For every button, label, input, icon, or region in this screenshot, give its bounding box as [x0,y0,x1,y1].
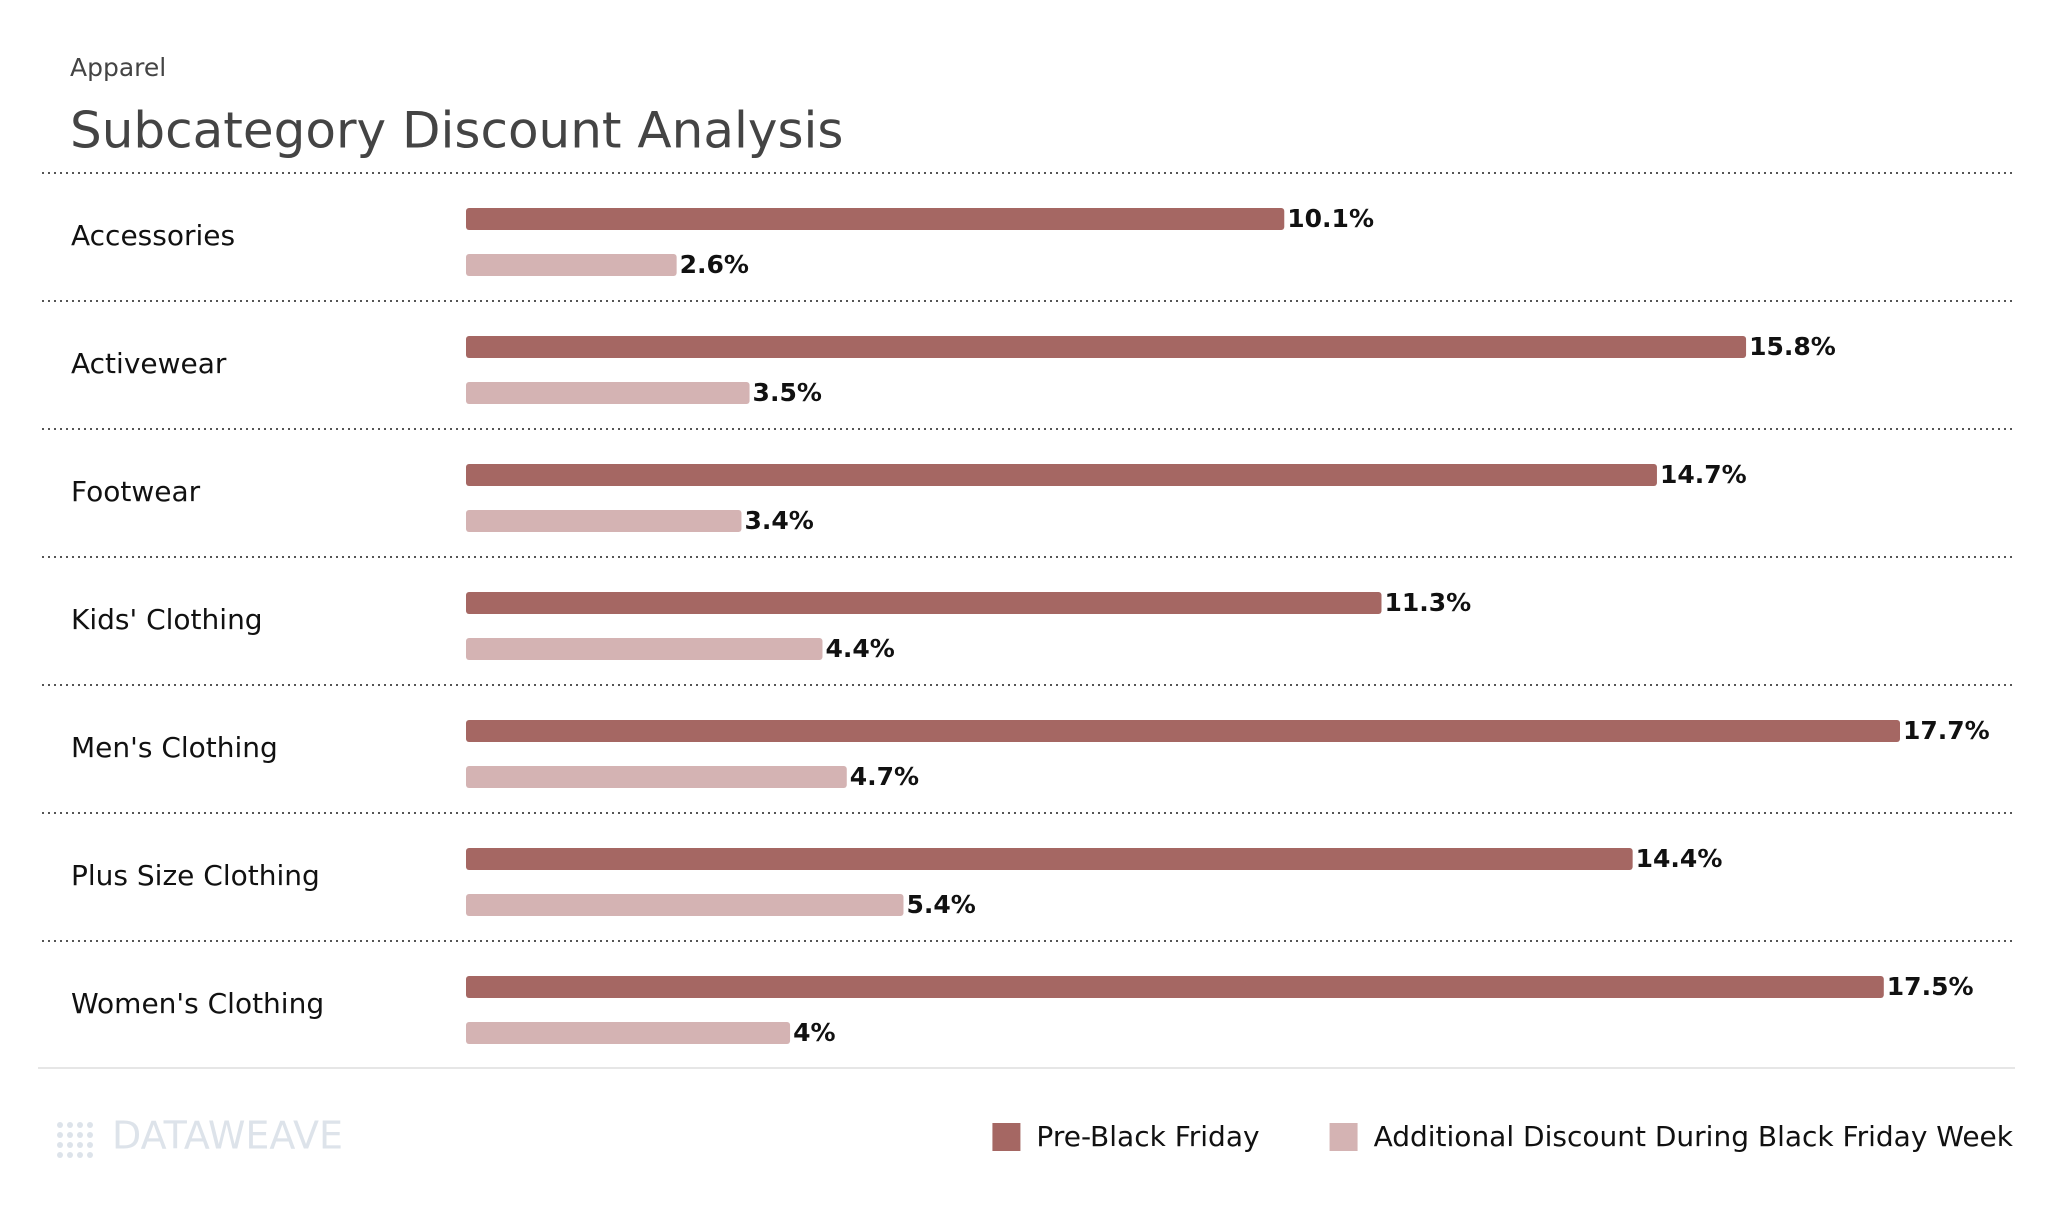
bar [466,510,742,532]
value-label: 15.8% [1749,332,1836,361]
category-label: Kids' Clothing [71,603,263,636]
bar [466,766,847,788]
legend-swatch [992,1123,1021,1151]
category-label: Activewear [71,347,227,380]
legend-label: Pre-Black Friday [1036,1120,1259,1153]
value-label: 4% [793,1018,835,1047]
value-label: 5.4% [906,890,975,919]
bar [466,254,677,276]
category-label: Accessories [71,219,235,252]
value-label: 2.6% [680,250,749,279]
bar [466,720,1900,742]
bar [466,336,1747,358]
value-label: 4.7% [850,762,919,791]
value-label: 10.1% [1287,204,1374,233]
value-label: 3.4% [744,506,813,535]
chart-subtitle: Apparel [70,53,166,82]
bar [466,208,1285,230]
bar [466,894,904,916]
category-label: Women's Clothing [71,987,324,1020]
value-label: 14.7% [1660,460,1747,489]
chart-title: Subcategory Discount Analysis [70,102,843,160]
value-label: 14.4% [1636,844,1723,873]
bar [466,464,1657,486]
logo-dots [57,1122,93,1158]
bar [466,976,1884,998]
value-label: 17.7% [1903,716,1990,745]
legend-label: Additional Discount During Black Friday … [1374,1120,2014,1153]
value-label: 3.5% [753,378,822,407]
value-label: 4.4% [825,634,894,663]
bar [466,638,823,660]
category-label: Men's Clothing [71,731,278,764]
bar [466,592,1382,614]
branding: DATAWEAVE [112,1114,343,1158]
bar [466,1022,791,1044]
legend-swatch [1329,1123,1358,1151]
value-label: 17.5% [1887,972,1974,1001]
value-label: 11.3% [1384,588,1471,617]
category-label: Footwear [71,475,201,508]
category-label: Plus Size Clothing [71,859,320,892]
bar [466,848,1633,870]
bar [466,382,750,404]
